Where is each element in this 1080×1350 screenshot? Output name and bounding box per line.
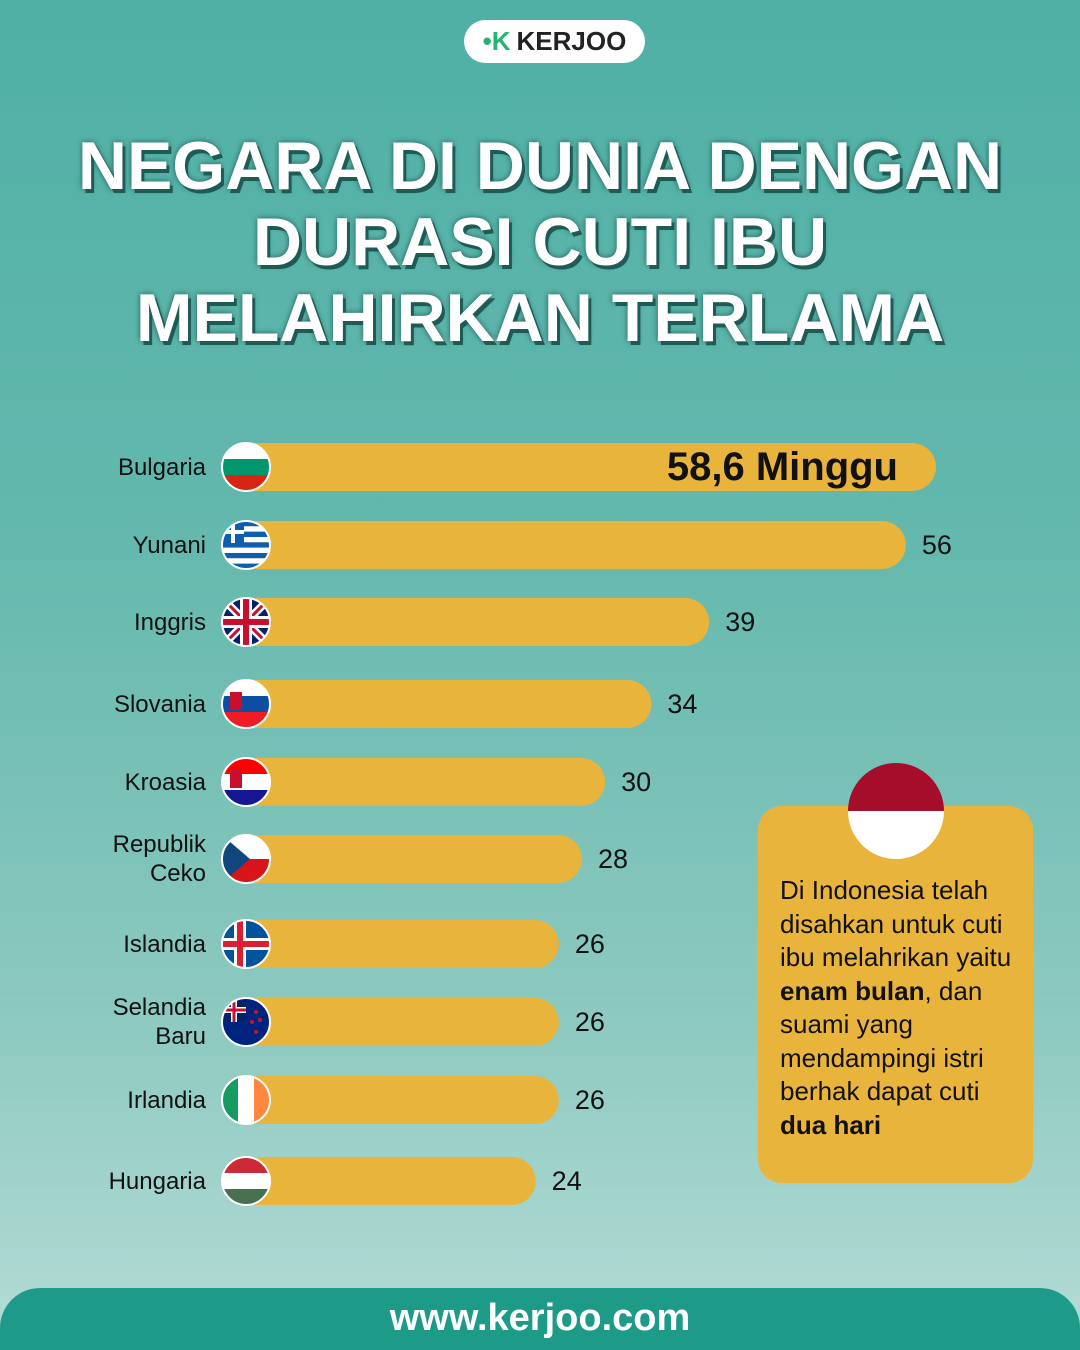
bar: [222, 835, 582, 883]
flag-part: [230, 770, 242, 788]
category-label: Selandia Baru: [112, 994, 206, 1050]
flag-part: [254, 1010, 258, 1014]
category-label: Bulgaria: [117, 453, 206, 481]
flag-ring: [221, 679, 271, 729]
bar: [222, 680, 652, 728]
value-label: 58,6 Minggu: [667, 445, 898, 489]
flag-body: [222, 598, 270, 646]
bar: [222, 521, 906, 569]
flag-ring: [221, 597, 271, 647]
flag-part: [222, 459, 270, 475]
flag: [221, 997, 271, 1047]
flag-part: [222, 619, 270, 625]
flag-part: [254, 1030, 258, 1034]
bar: [222, 598, 710, 646]
flag-body: [222, 998, 270, 1046]
category-label: Islandia: [123, 930, 206, 958]
flag-ring: [221, 997, 271, 1047]
flag-ring: [221, 442, 271, 492]
note-part: dua hari: [780, 1109, 882, 1140]
flag-body: [222, 835, 270, 883]
value-label: 34: [667, 689, 697, 719]
category-label: Inggris: [133, 608, 206, 636]
flag-part: [222, 552, 270, 559]
bar: [222, 443, 936, 491]
note-text: Di Indonesia telah disahkan untuk cuti i…: [780, 874, 1025, 1142]
flag-ring: [221, 1156, 271, 1206]
note-part: , dan suami yang mendampingi istri berha…: [780, 975, 984, 1107]
flag: [221, 520, 271, 570]
flag-part: [222, 521, 270, 527]
flag-body: [222, 521, 270, 569]
note-box: [758, 806, 1033, 1183]
flag-part: [222, 696, 270, 712]
footer: www.kerjoo.com: [0, 1288, 1080, 1350]
flag-ring: [221, 919, 271, 969]
value-label: 56: [922, 530, 952, 560]
flag-part: [258, 1018, 262, 1022]
value-label: 24: [552, 1166, 582, 1196]
value-label: 28: [598, 844, 628, 874]
flag-part: [222, 547, 270, 553]
flag: [221, 679, 271, 729]
flag-part: [222, 774, 270, 790]
category-label: Slovania: [113, 690, 206, 718]
flag: [221, 834, 271, 884]
bar: [222, 920, 559, 968]
flag-ring: [221, 757, 271, 807]
flag-part: [222, 835, 250, 883]
flag: [221, 597, 271, 647]
value-label: 26: [575, 1085, 605, 1115]
category-label: Republik Ceko: [112, 831, 206, 887]
flag-part: [222, 558, 270, 564]
flag-ring: [221, 834, 271, 884]
flag-body: [222, 920, 270, 968]
note-part: enam bulan: [780, 975, 925, 1006]
flag: [221, 757, 271, 807]
flag-part: [222, 526, 270, 532]
category-label: Hungaria: [108, 1167, 206, 1195]
flag-body: [222, 680, 270, 728]
flag-part: [250, 1020, 254, 1024]
indonesia-flag: [848, 763, 944, 859]
flag: [221, 919, 271, 969]
flag: [221, 1075, 271, 1125]
chart-title: NEGARA DI DUNIA DENGAN DURASI CUTI IBU M…: [77, 128, 1003, 356]
category-label: Irlandia: [127, 1086, 206, 1114]
bar: [222, 1076, 559, 1124]
flag: [221, 1156, 271, 1206]
flag-ring: [221, 520, 271, 570]
logo-text: KERJOO: [516, 26, 627, 56]
logo-icon: •K: [482, 26, 511, 56]
value-label: 39: [725, 607, 755, 637]
flag-part: [222, 1173, 270, 1189]
bar: [222, 758, 606, 806]
bar: [222, 998, 559, 1046]
flag-part: [222, 531, 270, 537]
note-part: Di Indonesia telah disahkan untuk cuti i…: [780, 875, 1012, 972]
flag-part: [222, 542, 270, 548]
flag: [221, 442, 271, 492]
flag-part: [222, 536, 270, 543]
category-label: Kroasia: [124, 768, 206, 796]
value-label: 26: [575, 929, 605, 959]
bar: [222, 1157, 536, 1205]
flag-part: [222, 941, 270, 947]
flag-part: [222, 1008, 246, 1012]
value-label: 26: [575, 1007, 605, 1037]
flag-part: [222, 530, 244, 534]
flag-part: [230, 692, 242, 710]
flag-part: [238, 1076, 254, 1124]
flag-part: [222, 563, 270, 569]
flag-ring: [221, 1075, 271, 1125]
logo: •K KERJOO: [464, 20, 645, 63]
value-label: 30: [621, 767, 651, 797]
category-label: Yunani: [132, 531, 206, 559]
